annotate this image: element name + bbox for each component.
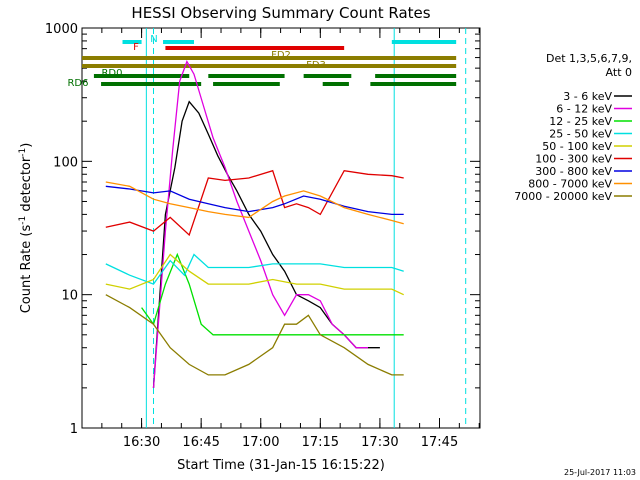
series-line-7000-20000-kev xyxy=(105,294,404,376)
y-tick-label: 1 xyxy=(70,422,78,437)
legend-label: 800 - 7000 keV xyxy=(528,178,612,191)
series-line-12-25-kev xyxy=(141,252,404,336)
y-tick-label: 1000 xyxy=(45,22,78,37)
y-axis-label-sup2: -1 xyxy=(18,148,28,157)
x-tick-label: 17:00 xyxy=(242,435,279,450)
flag-label-n: N xyxy=(150,34,157,45)
x-tick-label: 17:15 xyxy=(302,435,339,450)
x-tick-label: 16:30 xyxy=(123,435,160,450)
legend-label: 12 - 25 keV xyxy=(549,115,612,128)
y-axis-label-mid: detector xyxy=(19,156,34,216)
y-tick-label: 100 xyxy=(53,155,78,170)
legend-label: 3 - 6 keV xyxy=(563,90,612,103)
x-axis: 16:30 16:45 17:00 17:15 17:30 17:45 xyxy=(101,28,480,450)
y-axis-label-end: ) xyxy=(19,143,34,148)
y-axis-label: Count Rate (s-1 detector-1) xyxy=(18,143,34,314)
legend-label: 100 - 300 keV xyxy=(535,153,612,166)
series-line-100-300-kev xyxy=(105,169,404,237)
x-axis-label: Start Time (31-Jan-15 16:15:22) xyxy=(177,458,385,473)
flag-label-f: F xyxy=(133,42,139,53)
legend-label: 25 - 50 keV xyxy=(549,128,612,141)
legend-header-line1: Det 1,3,5,6,7,9, xyxy=(546,52,632,65)
x-tick-label: 17:45 xyxy=(421,435,458,450)
series-line-50-100-kev xyxy=(105,253,404,296)
flag-label-fd2: FD2 xyxy=(271,50,291,61)
legend-label: 300 - 800 keV xyxy=(535,165,612,178)
series-line-800-7000-kev xyxy=(105,181,404,225)
series-line-6-12-kev xyxy=(152,60,368,388)
chart-title: HESSI Observing Summary Count Rates xyxy=(131,4,430,22)
x-tick-label: 17:30 xyxy=(361,435,398,450)
y-axis-label-main: Count Rate (s xyxy=(19,225,34,314)
legend-label: 50 - 100 keV xyxy=(542,140,612,153)
y-axis: 1 10 100 1000 xyxy=(45,22,480,437)
flag-label-rd6: RD6 xyxy=(67,78,88,89)
legend-label: 7000 - 20000 keV xyxy=(514,190,612,203)
flag-label-fd3: FD3 xyxy=(306,60,326,71)
flag-label-rd0: RD0 xyxy=(101,68,122,79)
legend-header-line2: Att 0 xyxy=(606,66,632,79)
timestamp: 25-Jul-2017 11:03 xyxy=(564,468,636,477)
y-axis-label-sup1: -1 xyxy=(18,216,28,225)
series-lines xyxy=(105,60,404,388)
flag-bars: NF FD2 FD3 RD0 RD6 xyxy=(67,34,457,89)
series-line-25-50-kev xyxy=(105,253,404,285)
y-tick-label: 10 xyxy=(61,289,78,304)
x-tick-label: 16:45 xyxy=(182,435,219,450)
legend-label: 6 - 12 keV xyxy=(556,103,612,116)
